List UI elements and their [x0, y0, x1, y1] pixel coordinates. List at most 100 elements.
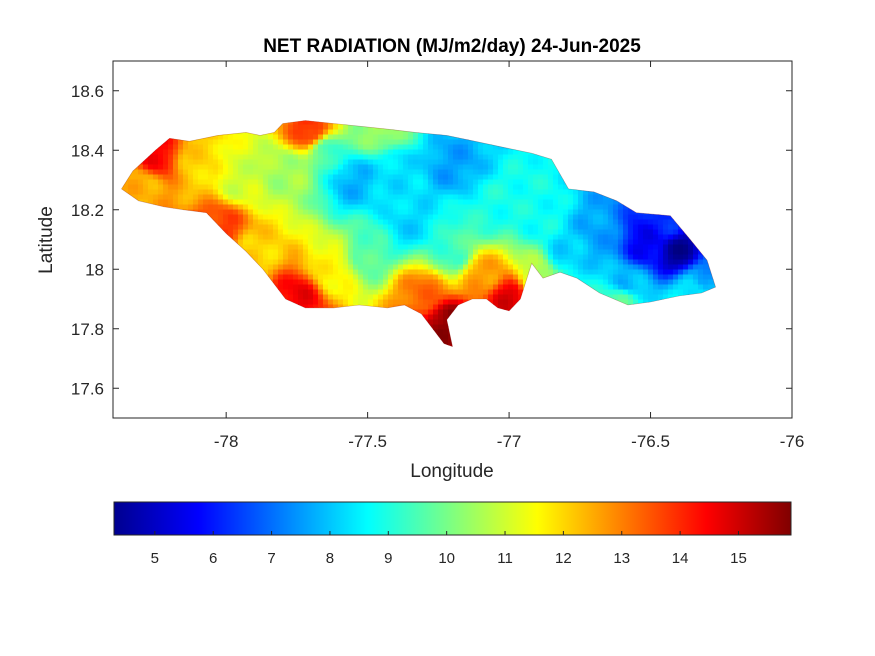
heatmap-cell — [553, 204, 559, 211]
heatmap-cell — [373, 239, 379, 246]
heatmap-cell — [228, 219, 234, 226]
heatmap-cell — [228, 149, 234, 156]
heatmap-cell — [273, 269, 279, 276]
heatmap-cell — [458, 139, 464, 146]
heatmap-cell — [463, 239, 469, 246]
heatmap-cell — [508, 149, 514, 156]
heatmap-cell — [183, 139, 189, 146]
heatmap-cell — [278, 124, 284, 131]
heatmap-cell — [283, 169, 289, 176]
heatmap-cell — [523, 159, 529, 166]
heatmap-cell — [213, 174, 219, 181]
heatmap-cell — [183, 164, 189, 171]
heatmap-cell — [403, 209, 409, 216]
heatmap-cell — [308, 234, 314, 241]
heatmap-cell — [638, 279, 644, 286]
heatmap-cell — [623, 254, 629, 261]
heatmap-cell — [553, 184, 559, 191]
heatmap-cell — [353, 194, 359, 201]
heatmap-cell — [398, 174, 404, 181]
heatmap-cell — [448, 299, 454, 306]
heatmap-cell — [463, 219, 469, 226]
heatmap-cell — [238, 144, 244, 151]
heatmap-cell — [623, 264, 629, 271]
heatmap-cell — [483, 274, 489, 281]
heatmap-cell — [443, 169, 449, 176]
heatmap-cell — [258, 184, 264, 191]
heatmap-cell — [588, 234, 594, 241]
heatmap-cell — [213, 149, 219, 156]
heatmap-cell — [413, 209, 419, 216]
heatmap-cell — [158, 144, 164, 151]
heatmap-cell — [443, 264, 449, 271]
heatmap-cell — [678, 234, 684, 241]
heatmap-cell — [248, 174, 254, 181]
heatmap-cell — [483, 209, 489, 216]
heatmap-cell — [433, 204, 439, 211]
heatmap-cell — [493, 204, 499, 211]
heatmap-cell — [398, 194, 404, 201]
heatmap-cell — [143, 189, 149, 196]
heatmap-cell — [283, 234, 289, 241]
heatmap-cell — [363, 174, 369, 181]
heatmap-cell — [498, 279, 504, 286]
heatmap-cell — [388, 284, 394, 291]
heatmap-cell — [698, 259, 704, 266]
heatmap-cell — [538, 199, 544, 206]
heatmap-cell — [528, 254, 534, 261]
heatmap-cell — [223, 139, 229, 146]
heatmap-cell — [228, 134, 234, 141]
heatmap-cell — [513, 244, 519, 251]
heatmap-cell — [448, 144, 454, 151]
heatmap-cell — [453, 204, 459, 211]
heatmap-cell — [393, 214, 399, 221]
heatmap-cell — [688, 244, 694, 251]
heatmap-cell — [628, 279, 634, 286]
heatmap-cell — [603, 284, 609, 291]
heatmap-cell — [603, 239, 609, 246]
heatmap-cell — [548, 224, 554, 231]
heatmap-cell — [228, 184, 234, 191]
heatmap-cell — [283, 194, 289, 201]
heatmap-cell — [213, 204, 219, 211]
heatmap-cell — [598, 199, 604, 206]
heatmap-cell — [393, 264, 399, 271]
heatmap-cell — [303, 219, 309, 226]
heatmap-cell — [433, 264, 439, 271]
heatmap-cell — [533, 239, 539, 246]
heatmap-cell — [463, 159, 469, 166]
heatmap-cell — [153, 159, 159, 166]
heatmap-cell — [123, 179, 129, 186]
heatmap-cell — [258, 259, 264, 266]
heatmap-cell — [473, 264, 479, 271]
heatmap-cell — [198, 149, 204, 156]
heatmap-cell — [438, 249, 444, 256]
heatmap-cell — [458, 219, 464, 226]
heatmap-cell — [353, 244, 359, 251]
heatmap-cell — [288, 149, 294, 156]
heatmap-cell — [518, 289, 524, 296]
heatmap-cell — [303, 159, 309, 166]
heatmap-cell — [433, 299, 439, 306]
heatmap-cell — [328, 279, 334, 286]
heatmap-cell — [333, 294, 339, 301]
heatmap-cell — [528, 209, 534, 216]
heatmap-cell — [178, 184, 184, 191]
heatmap-cell — [328, 159, 334, 166]
heatmap-cell — [388, 184, 394, 191]
heatmap-cell — [368, 289, 374, 296]
heatmap-cell — [443, 309, 449, 316]
heatmap-cell — [308, 179, 314, 186]
heatmap-cell — [608, 239, 614, 246]
heatmap-cell — [628, 254, 634, 261]
heatmap-cell — [683, 239, 689, 246]
heatmap-cell — [273, 209, 279, 216]
heatmap-cell — [573, 194, 579, 201]
heatmap-cell — [613, 279, 619, 286]
heatmap-cell — [398, 224, 404, 231]
heatmap-cell — [273, 274, 279, 281]
heatmap-cell — [223, 209, 229, 216]
heatmap-cell — [378, 259, 384, 266]
heatmap-cell — [598, 244, 604, 251]
heatmap-cell — [183, 169, 189, 176]
